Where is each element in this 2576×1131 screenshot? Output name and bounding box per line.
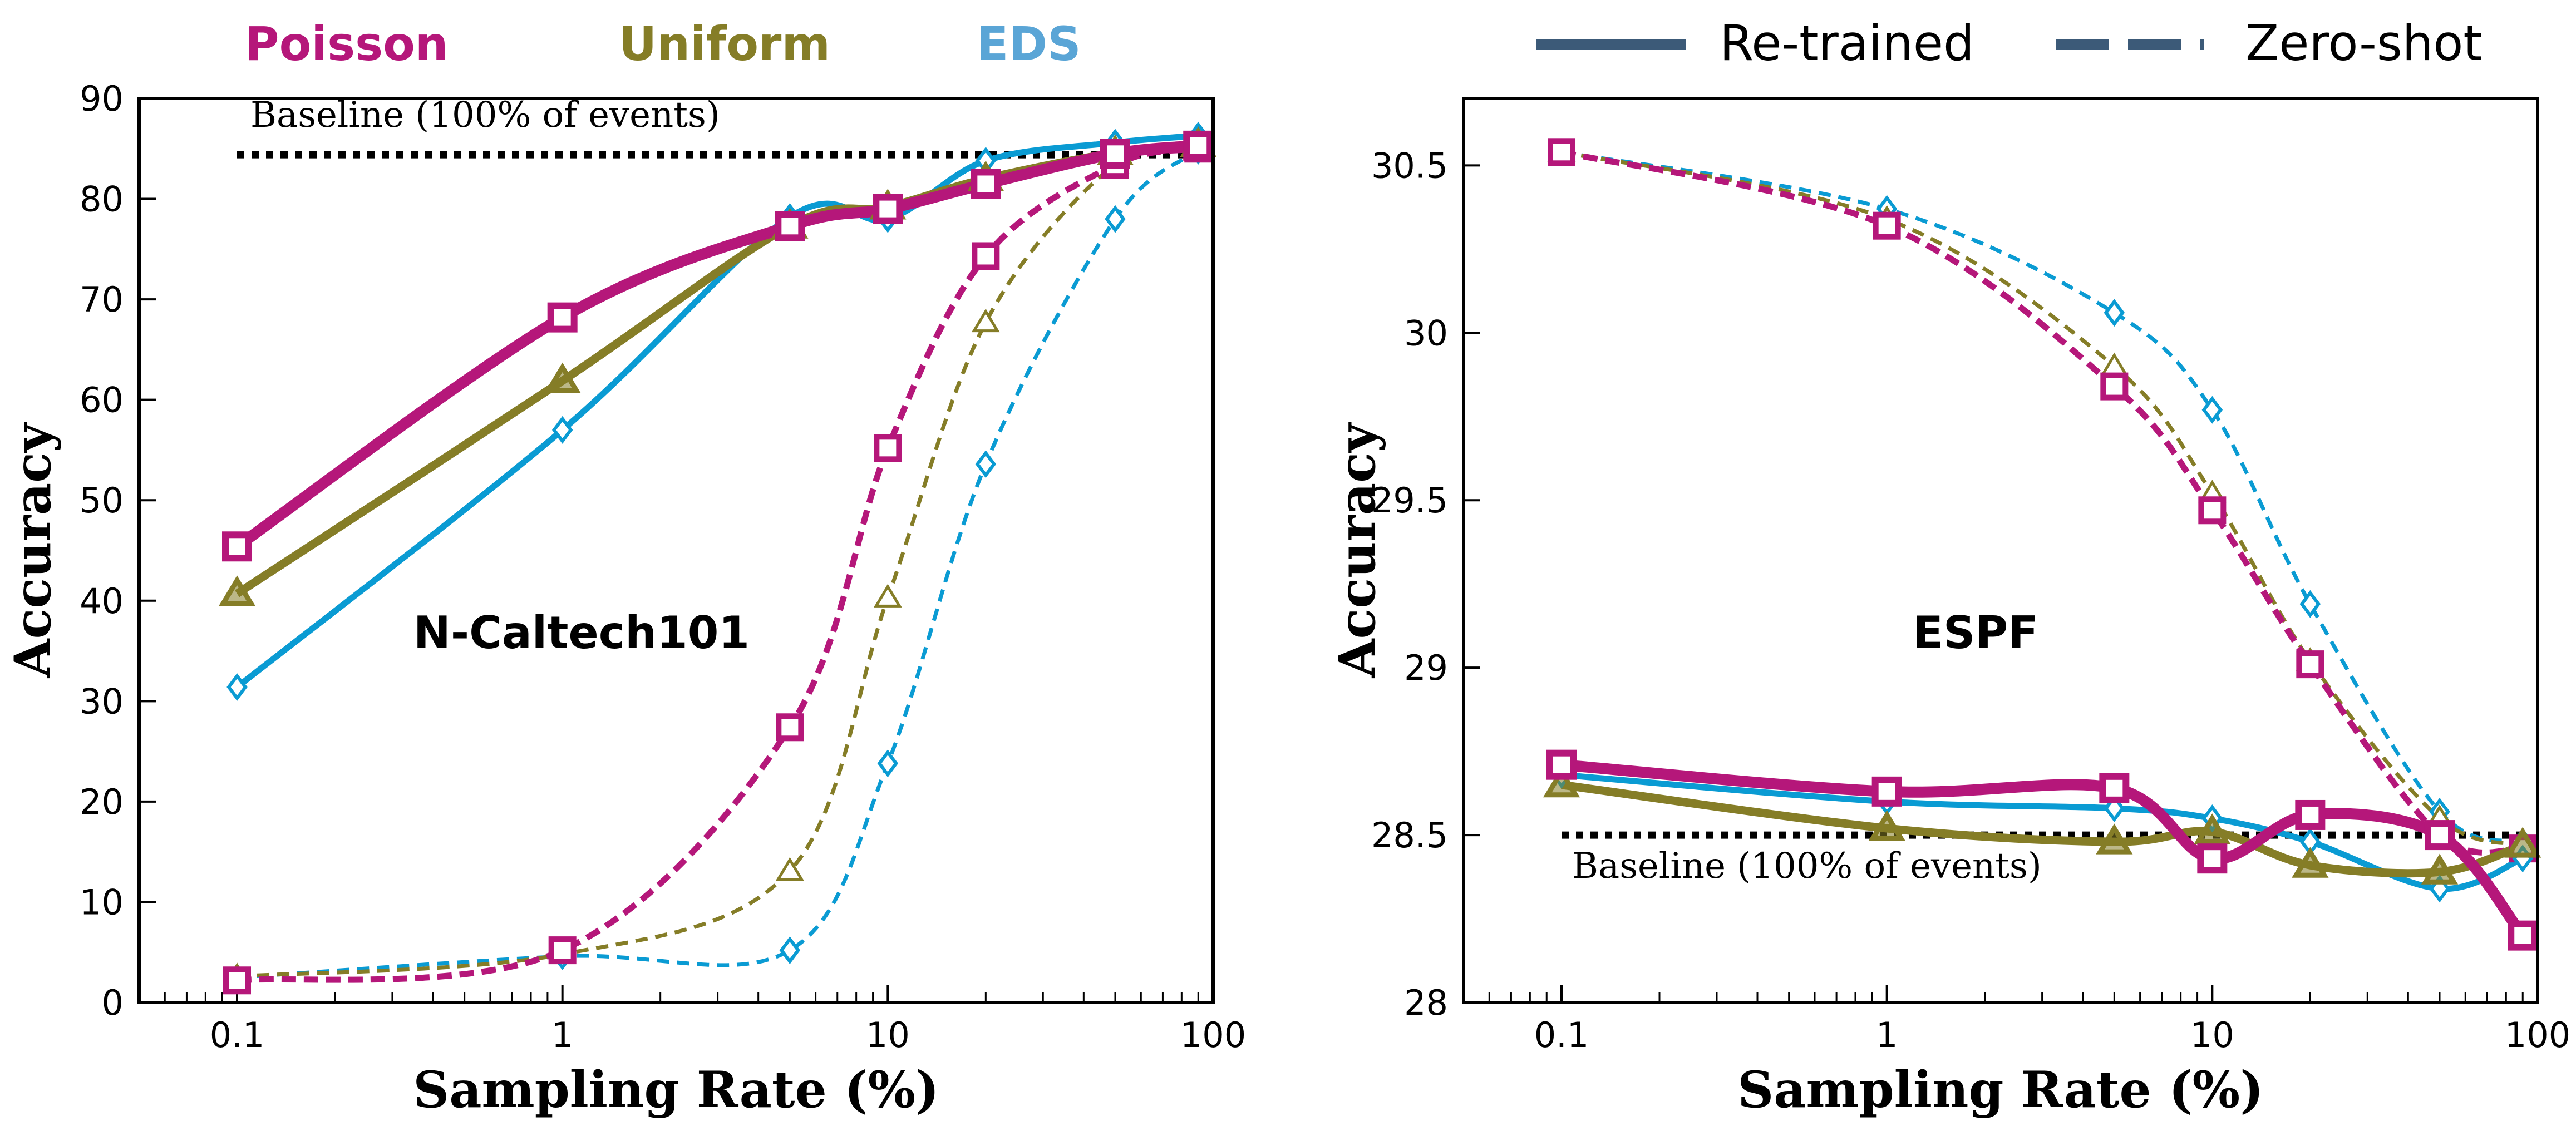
data-point-eds-re-trained [226,673,248,702]
series-line-poisson-zero-shot [1560,149,2524,856]
series-line-eds-zero-shot [1561,150,2524,844]
y-tick-label: 29.5 [1371,480,1448,521]
data-point-poisson-zero-shot [874,434,902,462]
y-tick-label: 29 [1404,648,1448,688]
data-point-poisson-zero-shot [2198,496,2227,525]
data-point-poisson-re-trained [971,169,1001,199]
series-line-eds-zero-shot [237,149,1200,980]
data-point-uniform-zero-shot [971,308,1000,333]
data-point-uniform-re-trained [2096,823,2133,855]
y-tick-label: 30 [80,681,124,722]
data-point-poisson-re-trained [2424,820,2455,851]
y-tick-label: 30.5 [1371,145,1448,186]
data-point-eds-zero-shot [877,749,899,778]
data-point-uniform-re-trained [2292,847,2329,878]
data-point-poisson-re-trained [222,531,253,562]
data-point-poisson-re-trained [1100,139,1130,169]
y-tick-label: 0 [102,982,124,1023]
x-tick-label: 0.1 [1534,1015,1589,1055]
series-line-uniform-re-trained [1561,781,2524,878]
data-point-eds-re-trained [551,416,573,444]
chart-title: ESPF [1913,607,2038,659]
data-point-poisson-re-trained [2099,773,2130,803]
data-point-poisson-zero-shot [1873,211,1901,240]
espf-chart: 0.1 1 10 100 28 28.5 29 29.5 30 30.5 Baseline (10… [1328,97,2570,1119]
y-tick-label: 30 [1404,313,1448,353]
x-axis-label: Sampling Rate (%) [1737,1060,2264,1119]
data-point-uniform-zero-shot [873,584,902,608]
data-point-uniform-re-trained [1543,767,1580,798]
data-point-poisson-re-trained [2508,920,2538,951]
y-tick-label: 10 [80,882,124,922]
data-point-uniform-zero-shot [775,857,804,881]
data-point-poisson-re-trained [1183,130,1214,161]
y-tick-label: 20 [80,782,124,822]
x-tick-label: 1 [1876,1015,1898,1055]
data-point-eds-zero-shot [2299,590,2321,618]
baseline-label: Baseline (100% of events) [1572,846,2042,887]
data-point-poisson-re-trained [1871,776,1902,807]
data-point-eds-zero-shot [779,936,801,965]
x-tick-label: 100 [1180,1015,1246,1055]
data-point-uniform-zero-shot [2100,352,2129,376]
series-line-poisson-zero-shot [237,145,1199,984]
series-line-uniform-zero-shot [237,144,1199,979]
data-point-poisson-zero-shot [2100,372,2129,401]
legend-label-poisson: Poisson [245,17,449,71]
data-point-eds-zero-shot [1105,205,1126,233]
series-line-uniform-re-trained [234,140,1199,597]
y-tick-label: 50 [80,480,124,521]
plot-frame [1462,97,2539,1004]
x-tick-label: 0.1 [210,1015,265,1055]
x-tick-label: 10 [866,1015,910,1055]
baseline-label: Baseline (100% of events) [250,95,720,136]
series-line-eds-re-trained [1561,772,2524,892]
data-point-eds-zero-shot [2201,396,2223,424]
chart-title: N-Caltech101 [413,607,750,659]
y-tick-label: 40 [80,581,124,621]
data-point-uniform-re-trained [2421,853,2459,885]
y-tick-label: 60 [80,380,124,421]
series-line-eds-re-trained [235,132,1199,690]
plot-frame [137,97,1215,1004]
legend-label-eds: EDS [977,17,1081,71]
data-point-poisson-zero-shot [972,242,1000,270]
data-point-poisson-re-trained [1546,749,1577,780]
data-point-poisson-re-trained [2197,843,2228,874]
y-tick-label: 28.5 [1371,815,1448,856]
series-line-uniform-zero-shot [1561,150,2524,847]
legend-label-uniform: Uniform [619,17,830,71]
data-point-eds-zero-shot [2104,299,2125,327]
data-point-poisson-re-trained [547,302,578,333]
data-point-uniform-re-trained [2504,827,2541,858]
data-point-uniform-re-trained [544,362,581,393]
data-point-poisson-zero-shot [1548,138,1576,166]
x-tick-label: 10 [2190,1015,2234,1055]
y-axis-label: Accuracy [3,422,62,678]
x-axis-label: Sampling Rate (%) [413,1060,939,1119]
data-point-poisson-re-trained [873,194,903,224]
data-point-eds-zero-shot [975,450,997,478]
data-point-poisson-zero-shot [2296,650,2324,679]
legend-label-retrained: Re-trained [1720,14,1974,72]
x-tick-label: 100 [2505,1015,2570,1055]
y-axis-label: Accuracy [1328,422,1387,678]
legend-label-zeroshot: Zero-shot [2245,14,2483,72]
y-tick-label: 80 [80,179,124,220]
series-line-poisson-re-trained [234,140,1199,551]
n-caltech101-chart: 0.1 1 10 100 0 10 20 30 40 50 60 70 80 90 Baseline (1… [3,78,1246,1119]
data-point-uniform-re-trained [1868,810,1905,841]
y-tick-label: 90 [80,78,124,119]
data-point-poisson-zero-shot [548,936,577,965]
data-point-poisson-zero-shot [776,713,804,742]
data-point-poisson-zero-shot [223,966,252,995]
data-point-uniform-re-trained [218,575,256,606]
y-tick-label: 28 [1404,982,1448,1023]
y-tick-label: 70 [80,279,124,320]
data-point-poisson-re-trained [775,211,805,241]
data-point-uniform-re-trained [2194,813,2231,844]
data-point-poisson-re-trained [2295,799,2326,830]
x-tick-label: 1 [551,1015,573,1055]
